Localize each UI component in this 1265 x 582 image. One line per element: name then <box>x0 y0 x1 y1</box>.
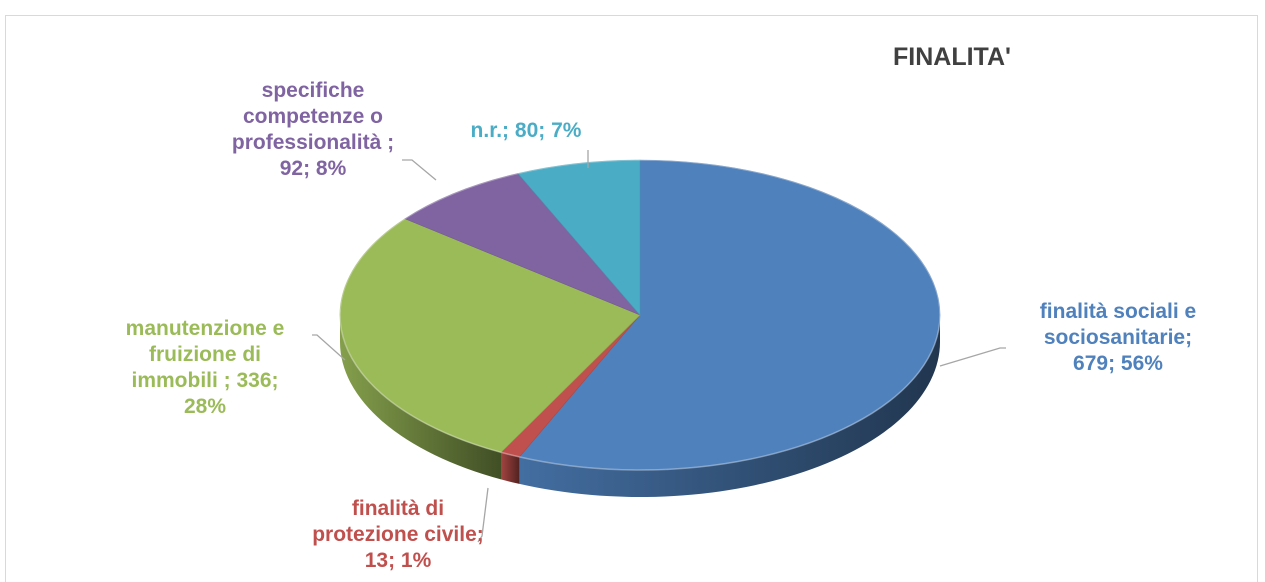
data-label-specifiche-competenze-o-professionalita: specifiche competenze o professionalità ; 9… <box>232 79 394 180</box>
leader-line-finalita-di-protezione-civile <box>477 487 489 543</box>
pie-side-walls <box>340 315 940 497</box>
data-label-n-r: n.r.; 80; 7% <box>471 119 582 142</box>
data-label-manutenzione-e-fruizione-di-immobili: manutenzione e fruizione di immobili ; 336… <box>126 317 285 418</box>
leader-line-manutenzione-e-fruizione-di-immobili <box>312 334 346 361</box>
data-label-line: professionalità ; <box>232 131 394 154</box>
pie-side-finalita-sociali-e-sociosanitarie <box>519 315 940 497</box>
data-label-line: 28% <box>184 395 226 418</box>
data-label-line: sociosanitarie; <box>1044 326 1192 349</box>
pie-side-manutenzione-e-fruizione-di-immobili <box>340 315 502 480</box>
data-label-finalita-di-protezione-civile: finalità di protezione civile; 13; 1% <box>312 497 484 572</box>
pie-top-faces <box>339 159 941 471</box>
pie-slice-n-r <box>517 159 641 316</box>
data-label-line: immobili ; 336; <box>131 369 278 392</box>
data-label-line: fruizione di <box>149 343 261 366</box>
leader-line-finalita-sociali-e-sociosanitarie <box>939 347 1006 367</box>
data-label-line: 92; 8% <box>280 157 347 180</box>
data-label-line: finalità sociali e <box>1040 300 1196 323</box>
leader-line-specifiche-competenze-o-professionalita <box>402 159 437 181</box>
data-label-line: protezione civile; <box>312 523 484 546</box>
data-label-line: finalità di <box>352 497 444 520</box>
pie-side-finalita-di-protezione-civile <box>501 452 520 484</box>
data-label-line: 13; 1% <box>365 549 432 572</box>
pie-slice-specifiche-competenze-o-professionalita <box>404 173 641 316</box>
pie-slice-finalita-sociali-e-sociosanitarie <box>518 159 941 471</box>
data-label-line: specifiche <box>262 79 365 102</box>
chart-title: FINALITA' <box>893 43 1011 71</box>
data-label-line: competenze o <box>243 105 383 128</box>
data-labels: finalità sociali e sociosanitarie; 679; 56… <box>126 79 1197 572</box>
data-label-line: manutenzione e <box>126 317 285 340</box>
pie-rim <box>339 159 941 471</box>
data-label-finalita-sociali-e-sociosanitarie: finalità sociali e sociosanitarie; 679; 56… <box>1040 300 1196 375</box>
data-label-line: 679; 56% <box>1073 352 1163 375</box>
data-label-line: n.r.; 80; 7% <box>471 119 582 142</box>
pie-slice-manutenzione-e-fruizione-di-immobili <box>339 218 641 453</box>
